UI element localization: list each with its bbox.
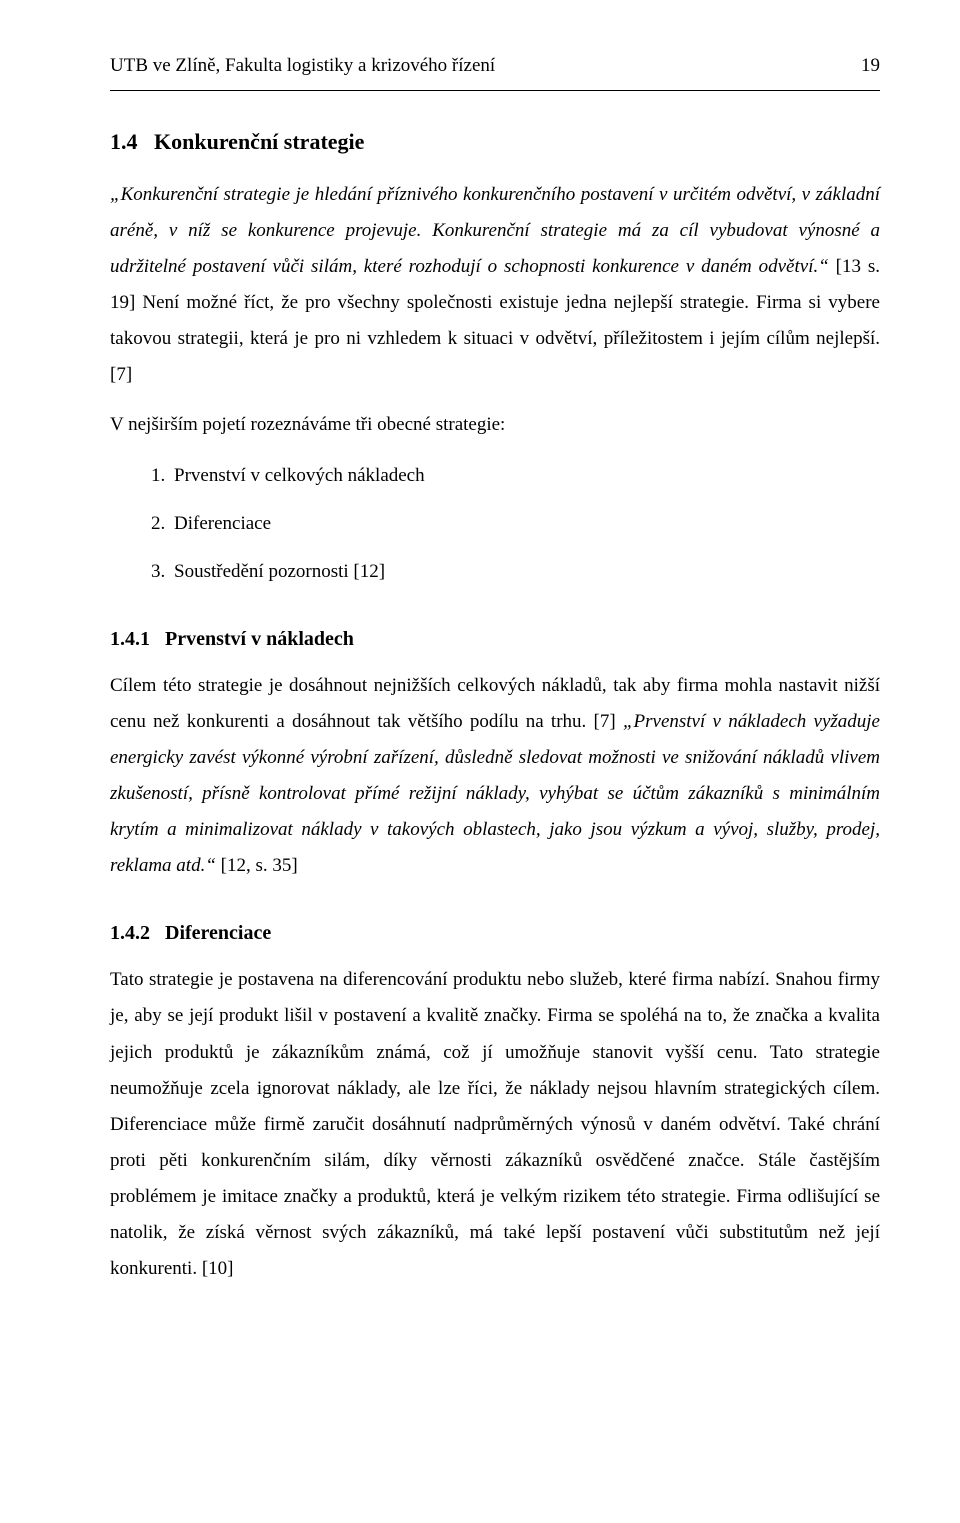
quote-text: „Prvenství v nákladech vyžaduje energick… [110, 711, 880, 876]
section-1-4-2-para-1: Tato strategie je postavena na diferenco… [110, 962, 880, 1287]
section-title: Konkurenční strategie [154, 129, 364, 154]
strategy-list: Prvenství v celkových nákladech Diferenc… [110, 458, 880, 590]
section-1-4-heading: 1.4 Konkurenční strategie [110, 121, 880, 163]
citation: [12, s. 35] [216, 855, 298, 876]
subsection-number: 1.4.1 [110, 628, 150, 650]
running-head: UTB ve Zlíně, Fakulta logistiky a krizov… [110, 48, 880, 84]
section-1-4-2-heading: 1.4.2 Diferenciace [110, 914, 880, 952]
header-rule [110, 90, 880, 91]
section-1-4-para-2: V nejširším pojetí rozeznáváme tři obecn… [110, 407, 880, 443]
section-1-4-1-heading: 1.4.1 Prvenství v nákladech [110, 620, 880, 658]
list-item: Prvenství v celkových nákladech [170, 458, 880, 494]
subsection-number: 1.4.2 [110, 922, 150, 944]
list-item: Soustředění pozornosti [12] [170, 554, 880, 590]
section-1-4-1-para-1: Cílem této strategie je dosáhnout nejniž… [110, 668, 880, 885]
section-number: 1.4 [110, 129, 138, 154]
quote-text: „Konkurenční strategie je hledání přízni… [110, 184, 880, 277]
running-head-left: UTB ve Zlíně, Fakulta logistiky a krizov… [110, 48, 495, 84]
list-item: Diferenciace [170, 506, 880, 542]
subsection-title: Prvenství v nákladech [165, 628, 354, 650]
section-1-4-para-1: „Konkurenční strategie je hledání přízni… [110, 177, 880, 394]
page-number: 19 [861, 48, 880, 84]
subsection-title: Diferenciace [165, 922, 271, 944]
